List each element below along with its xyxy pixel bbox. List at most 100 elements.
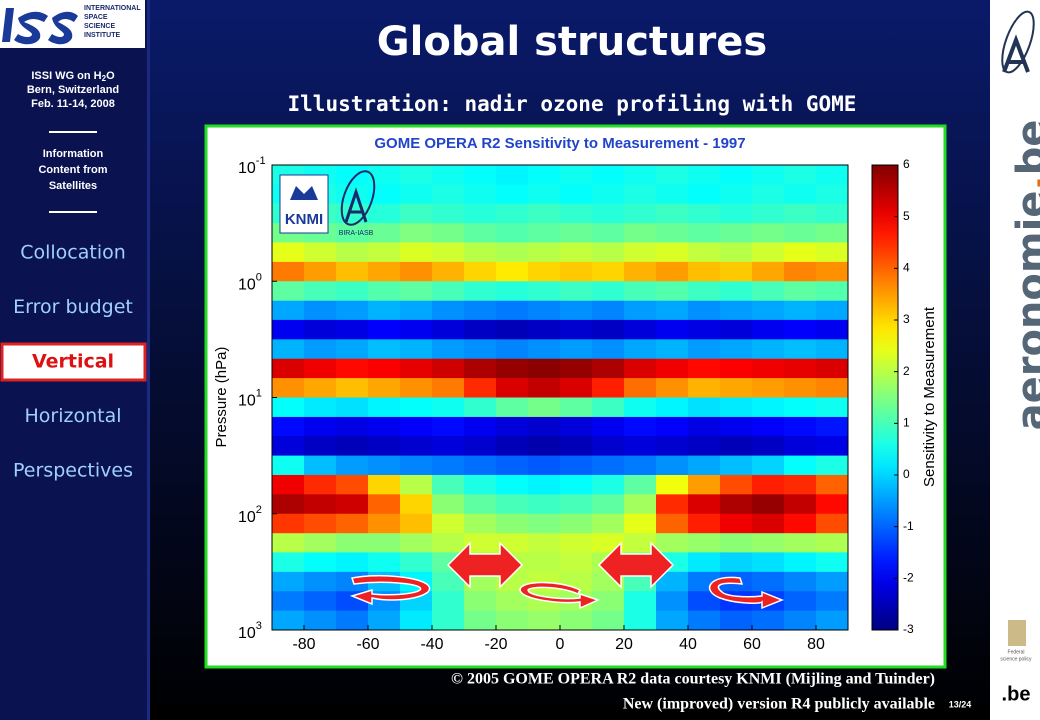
cell xyxy=(368,455,401,476)
nav-item[interactable]: Perspectives xyxy=(13,460,133,482)
cell xyxy=(816,591,849,612)
cell xyxy=(560,610,593,631)
site-part: aeronomie xyxy=(1009,191,1040,431)
nav-item[interactable]: Collocation xyxy=(20,242,126,264)
cell xyxy=(304,242,337,263)
cell xyxy=(720,378,753,398)
cell xyxy=(464,300,497,321)
cell xyxy=(368,474,401,495)
cell xyxy=(624,242,657,263)
cell xyxy=(496,591,529,612)
y-tick-base: 10 xyxy=(238,393,256,410)
cell xyxy=(272,416,305,437)
cell xyxy=(432,571,465,592)
cell xyxy=(496,281,529,302)
cell xyxy=(560,281,593,302)
cell xyxy=(688,281,721,302)
cell xyxy=(336,513,369,534)
cell xyxy=(464,184,497,205)
cell xyxy=(304,358,337,379)
x-tick-label: 20 xyxy=(615,636,633,653)
cell xyxy=(528,281,561,302)
x-tick-label: 0 xyxy=(556,636,565,653)
nav-item[interactable]: Horizontal xyxy=(24,405,121,427)
cell xyxy=(624,319,657,340)
cell xyxy=(624,358,657,379)
cell xyxy=(304,378,337,398)
cell xyxy=(560,455,593,476)
colorbar-tick-label: 6 xyxy=(903,157,910,171)
cell xyxy=(432,378,465,398)
cell xyxy=(368,436,401,457)
date: Feb. 11-14, 2008 xyxy=(31,98,115,110)
cell xyxy=(400,165,433,185)
workshop-part: 2 xyxy=(102,74,107,83)
cell xyxy=(656,610,689,631)
cell xyxy=(400,203,433,224)
cell xyxy=(624,261,657,282)
cell xyxy=(624,513,657,534)
cell xyxy=(400,319,433,340)
cell xyxy=(528,552,561,573)
cell xyxy=(560,184,593,205)
cell xyxy=(752,242,785,263)
cell xyxy=(656,416,689,437)
cell xyxy=(400,281,433,302)
cell xyxy=(400,378,433,398)
cell xyxy=(784,358,817,379)
cell xyxy=(528,300,561,321)
cell xyxy=(272,436,305,457)
cell xyxy=(336,610,369,631)
cell xyxy=(688,436,721,457)
cell xyxy=(720,494,753,515)
cell xyxy=(720,223,753,243)
cell xyxy=(528,261,561,282)
nav-item[interactable]: Error budget xyxy=(13,296,133,318)
cell xyxy=(592,610,625,631)
nav-item[interactable]: Vertical xyxy=(32,351,114,373)
cell xyxy=(336,416,369,437)
cell xyxy=(720,339,753,360)
logo-text: INTERNATIONAL xyxy=(84,5,141,12)
y-tick-exponent: 3 xyxy=(256,620,262,632)
cell xyxy=(496,242,529,263)
cell xyxy=(656,474,689,495)
cell xyxy=(720,397,753,418)
cell xyxy=(368,397,401,418)
cell xyxy=(624,436,657,457)
cell xyxy=(592,591,625,612)
cell xyxy=(624,378,657,398)
cell xyxy=(400,242,433,263)
cell xyxy=(304,455,337,476)
cell xyxy=(336,552,369,573)
cell xyxy=(304,610,337,631)
cell xyxy=(656,455,689,476)
y-tick-base: 10 xyxy=(238,160,256,177)
cell xyxy=(464,397,497,418)
cell xyxy=(688,416,721,437)
cell xyxy=(496,513,529,534)
cell xyxy=(432,319,465,340)
cell xyxy=(688,533,721,553)
bira-brand xyxy=(1001,10,1035,74)
cell xyxy=(592,474,625,495)
cell xyxy=(624,533,657,553)
cell xyxy=(400,416,433,437)
cell xyxy=(464,378,497,398)
cell xyxy=(336,494,369,515)
brand-orbit xyxy=(1001,10,1035,74)
cell xyxy=(336,165,369,185)
cell xyxy=(464,416,497,437)
logo-text: INSTITUTE xyxy=(84,32,120,39)
cell xyxy=(688,474,721,495)
note: New (improved) version R4 publicly avail… xyxy=(623,696,935,713)
cell xyxy=(816,571,849,592)
cell xyxy=(592,165,625,185)
cell xyxy=(656,513,689,534)
cell xyxy=(560,436,593,457)
bira-a xyxy=(344,187,368,223)
y-axis-label: Pressure (hPa) xyxy=(213,347,230,448)
cell xyxy=(272,261,305,282)
cell xyxy=(304,513,337,534)
